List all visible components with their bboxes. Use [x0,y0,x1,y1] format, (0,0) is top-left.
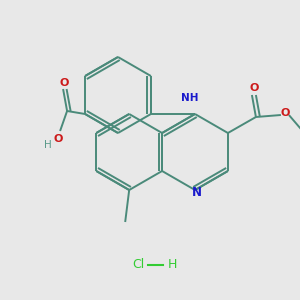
Text: O: O [249,83,259,93]
Text: H: H [44,140,52,150]
Text: H: H [167,259,177,272]
Text: N: N [192,185,202,199]
Text: O: O [280,108,289,118]
Text: NH: NH [181,93,199,103]
Text: O: O [59,78,69,88]
Text: Cl: Cl [132,259,144,272]
Text: O: O [53,134,63,144]
